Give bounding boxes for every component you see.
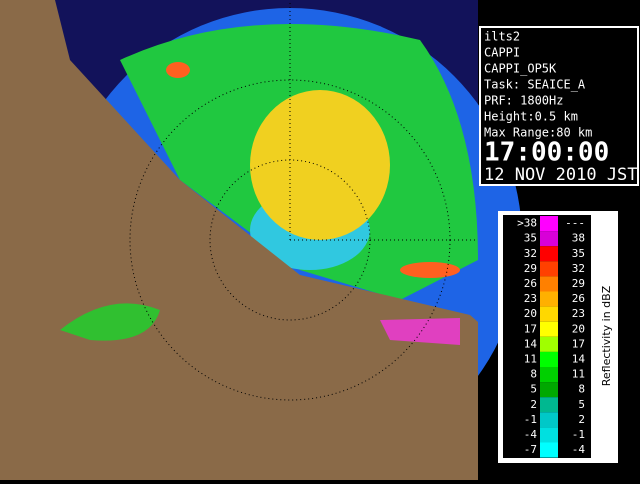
info-line: CAPPI — [484, 46, 520, 60]
info-line: Max Range:80 km — [484, 126, 592, 140]
legend-swatch — [540, 336, 558, 352]
info-line: CAPPI_OP5K — [484, 62, 557, 76]
echo-orange — [166, 62, 190, 78]
legend-low: 35 — [524, 232, 537, 245]
legend-swatch — [540, 412, 558, 428]
legend-swatch — [540, 442, 558, 458]
legend-low: 8 — [530, 368, 537, 381]
legend-high: 38 — [572, 232, 585, 245]
legend-low: 23 — [524, 292, 537, 305]
legend-swatch — [540, 397, 558, 413]
legend-swatch — [540, 427, 558, 443]
legend-high: -1 — [572, 428, 585, 441]
legend-swatch — [540, 351, 558, 367]
legend: >38 --- 35 38 32 35 29 32 26 29 23 26 20 23 17 20 14 17 11… — [498, 211, 618, 463]
info-line: Height:0.5 km — [484, 110, 578, 124]
legend-high: 11 — [572, 368, 585, 381]
legend-swatch — [540, 382, 558, 398]
legend-swatch — [540, 231, 558, 247]
legend-rows: >38 --- 35 38 32 35 29 32 26 29 23 26 20 23 17 20 14 17 11… — [517, 216, 585, 458]
info-line: Task: SEAICE_A — [484, 78, 586, 92]
legend-high: 35 — [572, 247, 585, 260]
legend-low: 14 — [524, 337, 538, 350]
legend-high: 23 — [572, 307, 585, 320]
legend-high: 14 — [572, 352, 586, 365]
info-text: ilts2 CAPPI CAPPI_OP5K Task: SEAICE_A PRF: 1… — [484, 30, 592, 140]
legend-high: 29 — [572, 277, 585, 290]
legend-low: 5 — [530, 383, 537, 396]
echo-yellow — [250, 90, 390, 240]
legend-high: -4 — [572, 443, 586, 456]
legend-low: >38 — [517, 217, 537, 230]
legend-high: 5 — [578, 398, 585, 411]
legend-low: 29 — [524, 262, 537, 275]
legend-swatch — [540, 306, 558, 322]
legend-high: 2 — [578, 413, 585, 426]
echo-magenta — [380, 318, 460, 345]
legend-low: 11 — [524, 352, 537, 365]
legend-swatch — [540, 261, 558, 277]
legend-title: Reflectivity in dBZ — [600, 285, 613, 386]
echo-orange — [400, 262, 460, 278]
info-box — [479, 26, 639, 186]
radar-map — [0, 0, 522, 480]
legend-low: 20 — [524, 307, 537, 320]
legend-high: 26 — [572, 292, 585, 305]
legend-high: 32 — [572, 262, 585, 275]
info-line: PRF: 1800Hz — [484, 94, 563, 108]
time: 17:00:00 — [484, 138, 609, 168]
legend-swatch — [540, 367, 558, 383]
legend-swatch — [540, 291, 558, 307]
legend-swatch — [540, 276, 558, 292]
echo-green — [60, 303, 160, 341]
legend-high: 17 — [572, 337, 585, 350]
info-panel: ilts2 CAPPI CAPPI_OP5K Task: SEAICE_A PRF: 1… — [479, 26, 639, 186]
legend-low: 17 — [524, 322, 537, 335]
range-rings — [129, 0, 478, 401]
legend-low: -1 — [524, 413, 537, 426]
legend-low: 32 — [524, 247, 537, 260]
legend-high: --- — [565, 217, 585, 230]
legend-swatch — [540, 216, 558, 232]
legend-low: -7 — [524, 443, 537, 456]
legend-high: 8 — [578, 383, 585, 396]
terrain — [0, 0, 478, 480]
legend-swatch — [540, 246, 558, 262]
legend-swatch — [540, 321, 558, 337]
legend-low: 26 — [524, 277, 537, 290]
date: 12 NOV 2010 JST — [484, 165, 638, 185]
legend-low: -4 — [524, 428, 538, 441]
legend-low: 2 — [530, 398, 537, 411]
info-line: ilts2 — [484, 30, 520, 44]
legend-high: 20 — [572, 322, 585, 335]
